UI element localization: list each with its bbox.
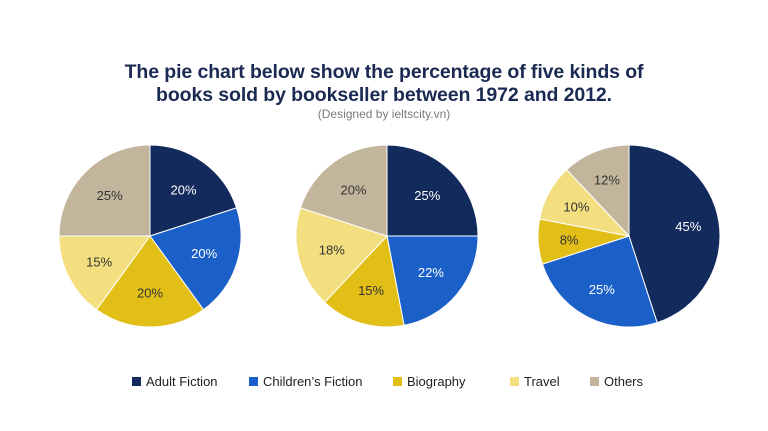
pie-3-label-biography: 8% (560, 232, 579, 247)
legend-item-biography: Biography (393, 372, 466, 390)
pie-1-label-adult-fiction: 20% (170, 182, 196, 197)
pie-chart-2: 25% 22% 15% 18% 20% (295, 144, 479, 328)
pie-chart-1: 20% 20% 20% 15% 25% (58, 144, 242, 328)
legend-swatch-travel (510, 376, 519, 386)
pie-2-slice-biography (324, 234, 405, 328)
pie-3-label-others: 12% (594, 173, 620, 188)
pie-1-slice-travel (58, 235, 151, 311)
chart-title-line-1: The pie chart below show the percentage … (124, 61, 644, 83)
pie-2-label-travel: 18% (319, 243, 345, 258)
legend-label-travel: Travel (524, 373, 560, 389)
legend-label-biography: Biography (407, 373, 466, 389)
pie-2-slice-travel (295, 207, 388, 304)
pie-1-label-others: 25% (97, 188, 123, 203)
pie-2-slice-adult-fiction (386, 144, 479, 237)
legend-label-others: Others (604, 373, 644, 389)
pie-3-slice-others (566, 144, 630, 238)
pie-1-label-travel: 15% (86, 254, 112, 269)
pie-2-label-adult-fiction: 25% (414, 188, 440, 203)
chart-legend: Adult Fiction Children’s Fiction Biograp… (0, 372, 768, 390)
pie-2-label-childrens-fiction: 22% (418, 265, 444, 280)
legend-item-adult-fiction: Adult Fiction (132, 372, 218, 390)
legend-item-others: Others (590, 372, 643, 390)
pie-2-label-others: 20% (340, 182, 366, 197)
pie-3-label-adult-fiction: 45% (675, 219, 701, 234)
legend-item-travel: Travel (510, 372, 560, 390)
pie-1-slice-biography (95, 235, 205, 328)
legend-swatch-childrens-fiction (249, 376, 258, 386)
pie-3-slice-adult-fiction (628, 144, 721, 324)
pie-3-slice-childrens-fiction (541, 235, 658, 328)
legend-label-adult-fiction: Adult Fiction (146, 373, 218, 389)
chart-subtitle: (Designed by ieltscity.vn) (317, 107, 451, 121)
legend-swatch-biography (393, 376, 402, 386)
pie-3-label-childrens-fiction: 25% (589, 282, 615, 297)
pie-1-slice-adult-fiction (149, 144, 238, 237)
pie-2-slice-childrens-fiction (386, 235, 479, 326)
legend-swatch-adult-fiction (132, 376, 141, 386)
pie-1-label-childrens-fiction: 20% (191, 246, 217, 261)
pie-chart-3: 45% 25% 8% 10% 12% (537, 144, 721, 328)
legend-item-childrens-fiction: Children’s Fiction (249, 372, 362, 390)
legend-swatch-others (590, 376, 599, 386)
pie-1-slice-childrens-fiction (149, 207, 242, 311)
chart-title-line-2: books sold by bookseller between 1972 an… (156, 84, 612, 106)
pie-1-slice-others (58, 144, 151, 237)
pie-2-slice-others (299, 144, 388, 237)
pie-3-label-travel: 10% (563, 200, 589, 215)
pie-1-label-biography: 20% (137, 286, 163, 301)
pie-2-label-biography: 15% (358, 283, 384, 298)
legend-label-childrens-fiction: Children’s Fiction (263, 373, 363, 389)
